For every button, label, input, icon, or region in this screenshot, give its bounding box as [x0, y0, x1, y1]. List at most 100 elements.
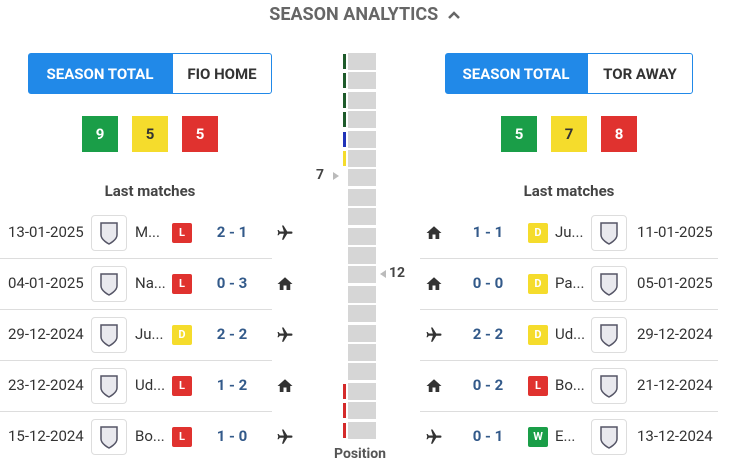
result-badge: D	[172, 325, 192, 345]
row-separator	[0, 360, 272, 361]
match-date: 21-12-2024	[637, 376, 713, 394]
score: 0 - 2	[472, 376, 504, 394]
position-slot	[348, 53, 376, 70]
row-separator	[0, 258, 272, 259]
team-name[interactable]: Ju...	[135, 325, 164, 343]
venue-icon	[425, 326, 443, 348]
team-name[interactable]: Ud...	[135, 376, 166, 394]
team-logo	[591, 266, 627, 302]
position-slot	[348, 111, 376, 129]
count-badge: 5	[182, 116, 218, 152]
row-separator	[420, 411, 718, 412]
position-slot	[348, 208, 376, 226]
position-slot	[348, 363, 376, 381]
left-position: 7	[316, 167, 325, 184]
position-slot	[348, 227, 376, 245]
right-arrow	[380, 270, 386, 279]
team-logo	[91, 419, 127, 455]
team-name[interactable]: E...	[555, 427, 576, 445]
score: 0 - 1	[472, 427, 504, 445]
position-slot	[348, 169, 376, 187]
count-badge: 8	[601, 116, 637, 152]
team-logo	[591, 368, 627, 404]
result-badge: L	[172, 274, 192, 294]
count-badge: 5	[501, 116, 537, 152]
score: 1 - 2	[216, 376, 248, 394]
tab[interactable]: SEASON TOTAL	[445, 53, 587, 94]
position-slot	[348, 305, 376, 323]
team-logo	[91, 317, 127, 353]
row-separator	[0, 411, 272, 412]
team-name[interactable]: Pa...	[555, 274, 585, 292]
match-date: 23-12-2024	[8, 376, 84, 394]
position-marker	[343, 383, 346, 399]
team-name[interactable]: Ju...	[555, 223, 584, 241]
right-position: 12	[389, 265, 406, 282]
position-slot	[348, 72, 376, 90]
row-separator	[420, 360, 718, 361]
venue-icon	[425, 275, 443, 297]
venue-icon	[425, 428, 443, 450]
result-badge: D	[528, 274, 548, 294]
position-marker	[343, 131, 346, 147]
section-title[interactable]: SEASON ANALYTICS	[0, 4, 730, 25]
score: 0 - 0	[472, 274, 504, 292]
result-badge: W	[528, 427, 548, 447]
position-marker	[343, 403, 346, 419]
last-matches-title: Last matches	[523, 182, 615, 200]
team-name[interactable]: M...	[135, 223, 160, 241]
position-slot	[348, 344, 376, 361]
position-slot	[348, 130, 376, 148]
venue-icon	[276, 326, 294, 348]
team-name[interactable]: Bo...	[555, 376, 585, 394]
position-slot	[348, 91, 376, 109]
caret	[447, 11, 460, 19]
position-label: Position	[334, 446, 386, 462]
count-badge: 9	[82, 116, 118, 152]
venue-icon	[276, 275, 294, 297]
result-badge: L	[172, 223, 192, 243]
position-marker	[343, 73, 346, 89]
position-slot	[348, 421, 376, 439]
venue-icon	[425, 224, 443, 246]
team-name[interactable]: Ud...	[555, 325, 586, 343]
position-slot	[348, 285, 376, 303]
team-logo	[591, 419, 627, 455]
position-slot	[348, 150, 376, 167]
result-badge: D	[528, 223, 548, 243]
team-logo	[591, 317, 627, 353]
tab[interactable]: SEASON TOTAL	[28, 53, 172, 94]
match-date: 15-12-2024	[8, 427, 84, 445]
position-slot	[348, 247, 376, 264]
team-logo	[91, 215, 127, 251]
match-date: 04-01-2025	[8, 274, 84, 292]
team-name[interactable]: Na...	[135, 274, 166, 292]
team-logo	[591, 215, 627, 251]
position-marker	[343, 92, 346, 108]
position-marker	[343, 151, 346, 166]
score: 1 - 1	[472, 223, 504, 241]
position-slot	[348, 266, 376, 284]
row-separator	[0, 309, 272, 310]
score: 2 - 2	[216, 325, 248, 343]
tab[interactable]: TOR AWAY	[587, 53, 693, 94]
title-text: SEASON ANALYTICS	[269, 4, 439, 25]
venue-icon	[425, 377, 443, 399]
team-name[interactable]: Bo...	[135, 427, 165, 445]
left-arrow	[333, 172, 339, 181]
result-badge: L	[172, 427, 192, 447]
tab[interactable]: FIO HOME	[172, 53, 272, 94]
position-slot	[348, 324, 376, 342]
last-matches-title: Last matches	[104, 182, 196, 200]
match-date: 13-01-2025	[8, 223, 84, 241]
position-slot	[348, 382, 376, 400]
result-badge: L	[172, 376, 192, 396]
venue-icon	[276, 377, 294, 399]
position-slot	[348, 188, 376, 206]
score: 2 - 1	[216, 223, 248, 241]
venue-icon	[276, 428, 294, 450]
score: 1 - 0	[216, 427, 248, 445]
position-marker	[343, 54, 346, 69]
position-marker	[343, 112, 346, 128]
